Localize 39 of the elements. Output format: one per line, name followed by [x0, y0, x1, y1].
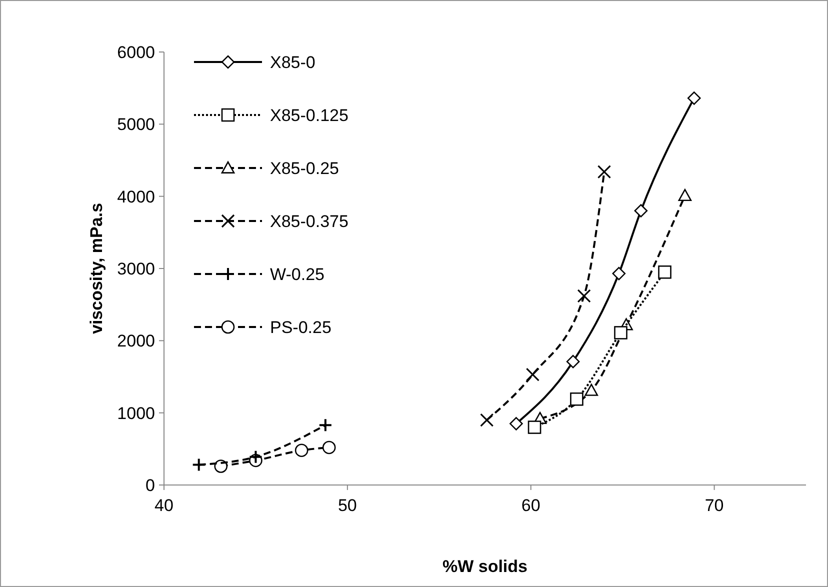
point: [614, 326, 628, 340]
point: [658, 265, 672, 279]
x-tick-label: 40: [154, 496, 174, 515]
point: [634, 204, 648, 218]
x-tick-label: 70: [704, 496, 724, 515]
legend-label: PS-0.25: [270, 318, 332, 337]
x-axis-title: %W solids: [442, 557, 528, 576]
point: [480, 413, 494, 427]
point: [322, 440, 336, 454]
x-tick-label: 50: [338, 496, 357, 515]
legend-label: X85-0.25: [270, 158, 339, 178]
point: [577, 289, 591, 303]
point: [192, 458, 206, 472]
point: [597, 164, 612, 179]
point: [584, 384, 598, 396]
y-tick-label: 6000: [117, 42, 155, 62]
point: [612, 266, 626, 280]
y-tick-label: 0: [146, 476, 155, 495]
point: [566, 354, 580, 368]
x-tick-label: 60: [521, 496, 540, 515]
legend-label: X85-0: [270, 52, 316, 72]
y-tick-label: 5000: [117, 115, 155, 134]
y-axis-title: viscosity, mPa.s: [87, 202, 106, 334]
y-tick-label: 1000: [117, 404, 155, 423]
point: [294, 444, 308, 458]
point: [687, 92, 701, 105]
point: [570, 392, 584, 406]
point: [678, 188, 692, 202]
y-tick-label: 4000: [117, 187, 155, 206]
legend-label: X85-0.375: [270, 212, 348, 231]
legend-label: X85-0.125: [270, 106, 348, 125]
point: [528, 420, 542, 434]
point: [248, 450, 263, 464]
point: [526, 368, 540, 382]
point: [510, 417, 523, 430]
y-tick-label: 3000: [117, 259, 155, 278]
point: [318, 418, 332, 432]
y-tick-label: 2000: [117, 332, 155, 351]
legend-label: W-0.25: [270, 264, 324, 284]
